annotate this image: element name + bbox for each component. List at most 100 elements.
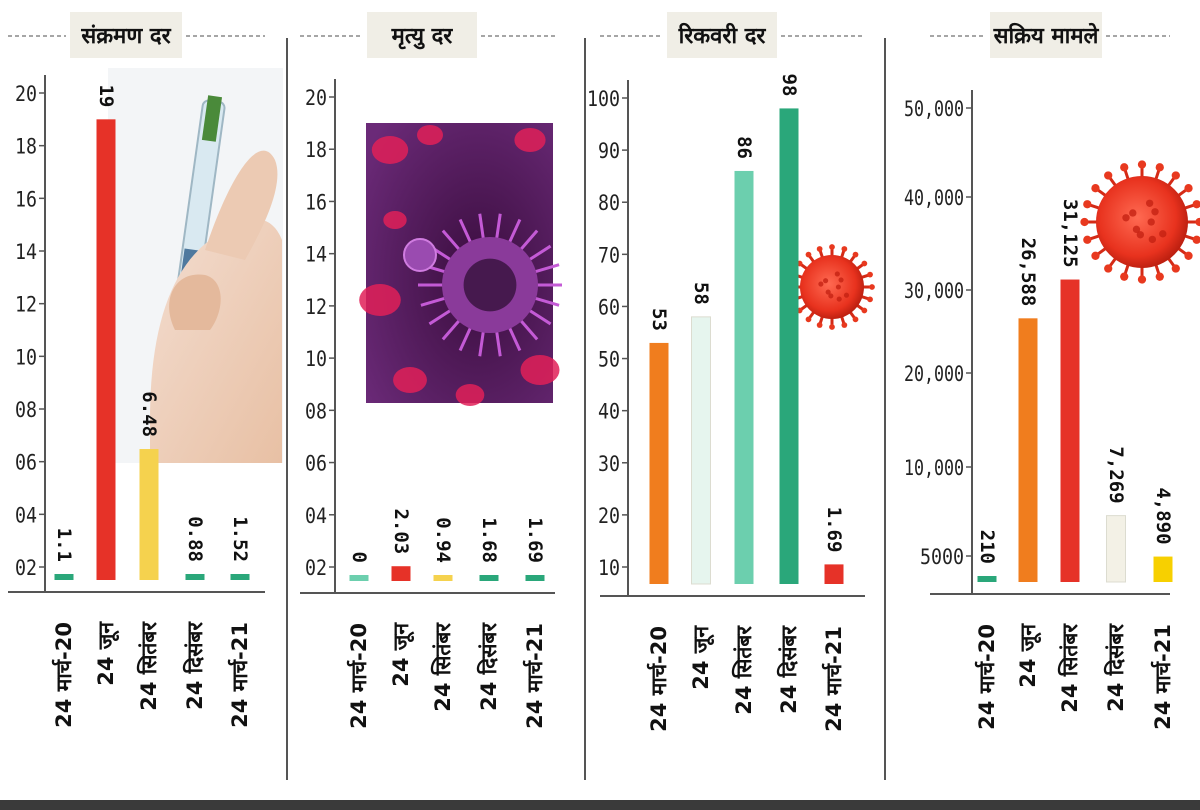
bar (734, 170, 754, 584)
chart-title-box (667, 12, 777, 58)
bar (1153, 556, 1173, 582)
y-tick-label: 18 (15, 135, 37, 159)
chart-title-box (70, 12, 182, 58)
y-tick-label: 20 (598, 504, 620, 528)
bar-value-label: 7,269 (1105, 446, 1127, 503)
y-tick-label: 08 (15, 398, 37, 422)
bar-value-label: 53 (648, 308, 670, 331)
bar-value-label: 1.52 (229, 516, 251, 562)
y-tick-label: 14 (305, 243, 327, 267)
y-tick-label: 16 (305, 190, 327, 214)
chart-title: सक्रिय मामले (993, 22, 1100, 49)
category-label: 24 सितंबर (731, 625, 756, 715)
y-tick-label: 20,000 (904, 362, 964, 386)
y-tick-label: 02 (305, 556, 327, 580)
y-tick-label: 10 (15, 345, 37, 369)
category-label: 24 दिसंबर (1103, 623, 1128, 712)
category-label: 24 जून (94, 621, 120, 686)
bar (525, 575, 545, 581)
y-tick-label: 20 (305, 86, 327, 110)
chart-panel-2: मृत्यु दर 02 04 06 08 10 12 14 16 18 20 0 24 मार्च-2… (286, 12, 555, 780)
bar (1018, 318, 1038, 582)
y-tick-label: 70 (598, 243, 620, 267)
y-tick-label: 04 (305, 504, 327, 528)
y-tick-label: 10 (598, 556, 620, 580)
bar-value-label: 210 (976, 530, 998, 564)
category-label: 24 सितंबर (1057, 623, 1082, 713)
y-tick-label: 100 (587, 87, 620, 111)
bar-value-label: 6.48 (138, 391, 160, 437)
bar (479, 575, 499, 581)
category-label: 24 मार्च-21 (821, 626, 846, 732)
y-tick-label: 14 (15, 240, 37, 264)
y-tick-label: 30 (598, 452, 620, 476)
category-label: 24 मार्च-21 (227, 622, 252, 728)
category-label: 24 जून (689, 625, 715, 690)
chart-title: मृत्यु दर (391, 24, 454, 50)
category-label: 24 मार्च-20 (346, 623, 371, 729)
y-tick-label: 90 (598, 139, 620, 163)
y-tick-label: 30,000 (904, 279, 964, 303)
category-label: 24 दिसंबर (776, 625, 801, 714)
bar (1106, 515, 1126, 583)
bar (1060, 279, 1080, 582)
y-tick-label: 02 (15, 556, 37, 580)
y-tick-label: 10,000 (904, 456, 964, 480)
bar (649, 342, 669, 584)
bar-value-label: 0 (348, 552, 370, 563)
chart-panel-4: सक्रिय मामले 5000 10,000 20,000 30,000 40,000… (884, 12, 1175, 780)
bar-value-label: 86 (733, 136, 755, 159)
bar-value-label: 58 (690, 282, 712, 305)
category-label: 24 मार्च-21 (1150, 624, 1175, 730)
y-tick-label: 10 (305, 347, 327, 371)
y-tick-label: 04 (15, 503, 37, 527)
bar (139, 449, 159, 580)
bar-value-label: 98 (778, 74, 800, 97)
chart-panel-1: संक्रमण दर 02 04 06 08 10 12 14 16 18 20 1.1 24 मार्… (8, 12, 265, 728)
y-tick-label: 08 (305, 399, 327, 423)
category-label: 24 मार्च-20 (646, 626, 671, 732)
category-label: 24 मार्च-20 (51, 622, 76, 728)
bar-value-label: 19 (95, 84, 117, 107)
bar-value-label: 1.68 (478, 517, 500, 563)
bar (349, 575, 369, 581)
y-tick-label: 60 (598, 295, 620, 319)
bar-value-label: 1.69 (524, 517, 546, 563)
bar (977, 576, 997, 582)
bar (185, 574, 205, 580)
y-tick-label: 50 (598, 348, 620, 372)
y-tick-label: 12 (305, 295, 327, 319)
bar-value-label: 1.69 (823, 507, 845, 553)
category-label: 24 दिसंबर (182, 621, 207, 710)
bar (433, 575, 453, 581)
category-label: 24 मार्च-21 (522, 623, 547, 729)
bar-value-label: 0.88 (184, 516, 206, 562)
bar-value-label: 26,588 (1017, 238, 1039, 307)
bar (96, 119, 116, 580)
bar (54, 574, 74, 580)
bar (391, 566, 411, 581)
bar-value-label: 1.1 (53, 528, 75, 562)
category-label: 24 मार्च-20 (974, 624, 999, 730)
red-virus-icon (789, 244, 875, 330)
bar-value-label: 2.03 (390, 508, 412, 554)
bar-value-label: 4,890 (1152, 487, 1174, 544)
y-tick-label: 18 (305, 138, 327, 162)
y-tick-label: 5000 (920, 545, 964, 569)
bar (779, 108, 799, 584)
chart-title: संक्रमण दर (80, 24, 171, 49)
category-label: 24 जून (389, 622, 415, 687)
y-tick-label: 06 (15, 451, 37, 475)
bar-value-label: 0.94 (432, 517, 454, 563)
bar (691, 316, 711, 585)
bar (230, 574, 250, 580)
y-tick-label: 16 (15, 187, 37, 211)
purple-virus-image (359, 123, 562, 406)
y-tick-label: 12 (15, 293, 37, 317)
category-label: 24 सितंबर (136, 621, 161, 711)
y-tick-label: 40,000 (904, 186, 964, 210)
vaccine-syringe-image (108, 68, 283, 463)
category-label: 24 दिसंबर (476, 622, 501, 711)
